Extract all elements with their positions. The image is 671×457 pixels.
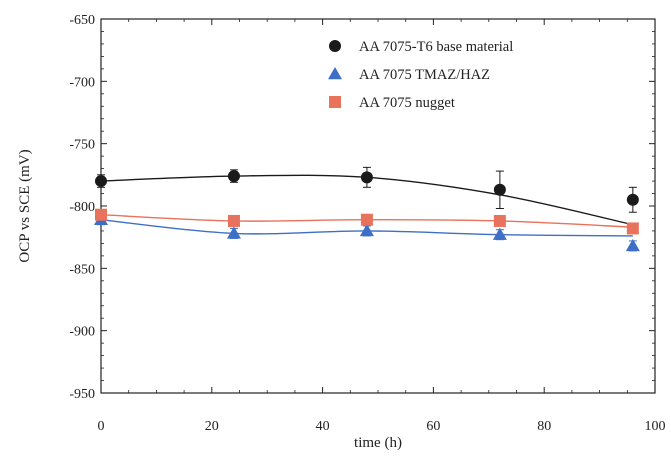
y-tick-label: -950 <box>69 387 95 402</box>
x-tick-label: 40 <box>316 419 330 434</box>
data-point-series-2 <box>360 213 373 226</box>
y-tick-label: -800 <box>69 200 95 215</box>
data-point-series-0 <box>360 171 373 184</box>
legend-marker-1 <box>328 67 342 80</box>
legend-marker-2 <box>329 96 341 108</box>
data-point-series-0 <box>626 193 639 206</box>
x-tick-label: 80 <box>537 419 551 434</box>
data-point-series-2 <box>227 214 240 227</box>
x-tick-label: 60 <box>426 419 440 434</box>
data-point-series-1 <box>359 223 374 237</box>
y-tick-label: -700 <box>69 75 95 90</box>
y-axis-title: OCP vs SCE (mV) <box>17 149 33 262</box>
y-tick-label: -750 <box>69 138 95 153</box>
data-point-series-1 <box>226 226 241 239</box>
x-tick-label: 20 <box>205 419 219 434</box>
data-point-series-1 <box>625 238 640 252</box>
data-point-series-0 <box>227 170 240 183</box>
data-point-series-2 <box>626 222 639 235</box>
plot-axes: -650 -700 -750 -800 -850 -900 -950 0 20 40 60 80 100 <box>69 13 665 434</box>
legend-marker-0 <box>329 40 341 52</box>
legend-label: AA 7075-T6 base material <box>359 39 513 55</box>
data-point-series-0 <box>493 183 506 196</box>
data-point-series-1 <box>492 227 507 240</box>
data-point-series-0 <box>95 175 107 188</box>
y-tick-label: -900 <box>69 325 95 340</box>
legend-label: AA 7075 TMAZ/HAZ <box>359 67 490 83</box>
legend-label: AA 7075 nugget <box>359 95 455 111</box>
x-axis-title: time (h) <box>354 435 402 451</box>
x-tick-label: 0 <box>98 419 105 434</box>
data-marks <box>94 166 640 252</box>
y-tick-label: -850 <box>69 262 95 277</box>
data-point-series-2 <box>95 208 107 221</box>
x-tick-label: 100 <box>645 419 666 434</box>
legend: AA 7075-T6 base material AA 7075 TMAZ/HAZ… <box>328 39 513 111</box>
y-tick-label: -650 <box>69 13 95 28</box>
data-point-series-2 <box>493 214 506 227</box>
